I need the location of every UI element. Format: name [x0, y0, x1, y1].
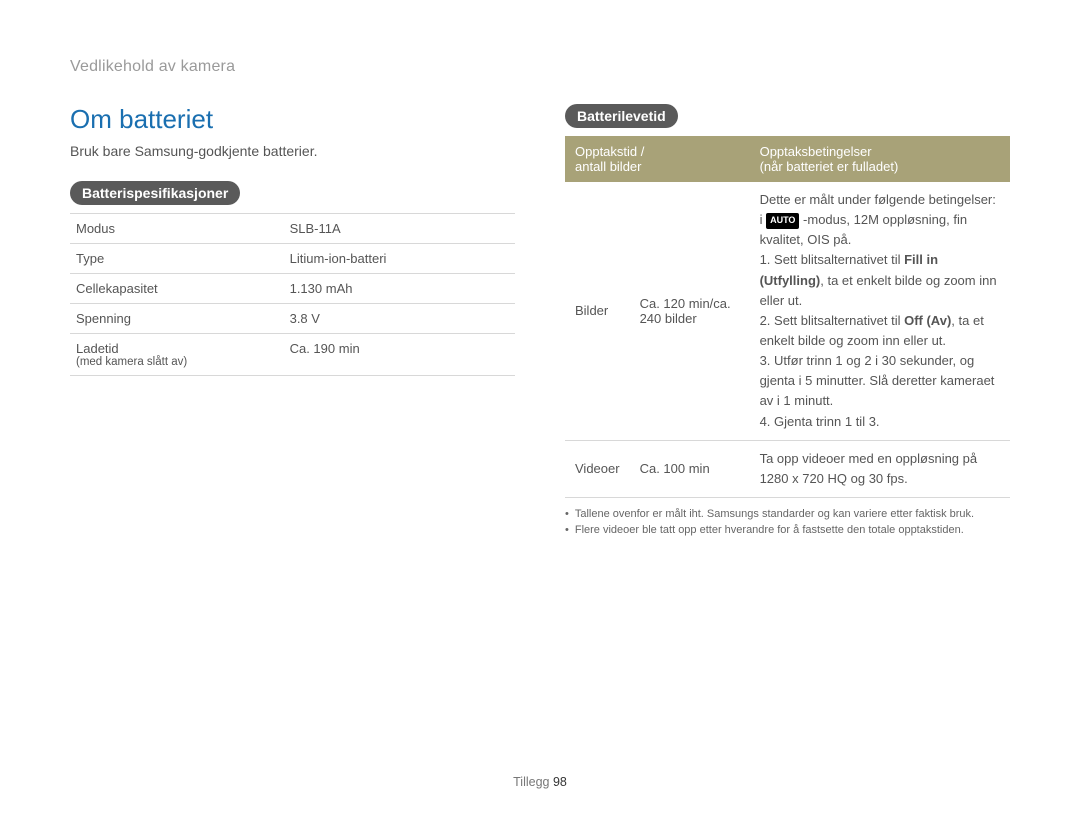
footnote: Flere videoer ble tatt opp etter hverand… [565, 522, 1010, 539]
header-line2: antall bilder [575, 159, 642, 174]
step4: 4. Gjenta trinn 1 til 3. [760, 414, 880, 429]
header-line1: Opptakstid / [575, 144, 644, 159]
battery-life-table: Opptakstid / antall bilder Opptaksbeting… [565, 136, 1010, 498]
page-footer: Tillegg 98 [0, 775, 1080, 789]
row-label: Videoer [565, 440, 630, 497]
step1-a: 1. Sett blitsalternativet til [760, 252, 905, 267]
step2-a: 2. Sett blitsalternativet til [760, 313, 905, 328]
header-line2: (når batteriet er fulladet) [760, 159, 899, 174]
spec-value: 1.130 mAh [284, 274, 515, 304]
table-row: Type Litium-ion-batteri [70, 244, 515, 274]
spec-value: Ca. 190 min [284, 334, 515, 376]
spec-value: Litium-ion-batteri [284, 244, 515, 274]
table-row: Cellekapasitet 1.130 mAh [70, 274, 515, 304]
life-heading-pill: Batterilevetid [565, 104, 678, 128]
table-row: Spenning 3.8 V [70, 304, 515, 334]
step3: 3. Utfør trinn 1 og 2 i 30 sekunder, og … [760, 353, 995, 408]
row-time: Ca. 100 min [630, 440, 750, 497]
page-number: 98 [553, 775, 567, 789]
footnotes: Tallene ovenfor er målt iht. Samsungs st… [565, 506, 1010, 539]
auto-mode-badge: AUTO [766, 213, 799, 229]
table-row: Ladetid (med kamera slått av) Ca. 190 mi… [70, 334, 515, 376]
content-columns: Om batteriet Bruk bare Samsung-godkjente… [70, 104, 1010, 539]
right-column: Batterilevetid Opptakstid / antall bilde… [565, 104, 1010, 539]
header-recording-time: Opptakstid / antall bilder [565, 136, 750, 182]
table-row: Modus SLB-11A [70, 214, 515, 244]
step2-bold: Off (Av) [904, 313, 951, 328]
page-title: Om batteriet [70, 104, 515, 135]
intro-text: Bruk bare Samsung-godkjente batterier. [70, 143, 515, 159]
spec-label-sub: (med kamera slått av) [76, 356, 278, 368]
footer-section: Tillegg [513, 775, 549, 789]
spec-label: Cellekapasitet [70, 274, 284, 304]
breadcrumb: Vedlikehold av kamera [70, 58, 1010, 76]
footnote: Tallene ovenfor er målt iht. Samsungs st… [565, 506, 1010, 523]
row-label: Bilder [565, 182, 630, 440]
row-conditions: Ta opp videoer med en oppløsning på 1280… [750, 440, 1010, 497]
specs-table: Modus SLB-11A Type Litium-ion-batteri Ce… [70, 213, 515, 376]
table-header-row: Opptakstid / antall bilder Opptaksbeting… [565, 136, 1010, 182]
left-column: Om batteriet Bruk bare Samsung-godkjente… [70, 104, 515, 539]
spec-value: 3.8 V [284, 304, 515, 334]
spec-label: Ladetid (med kamera slått av) [70, 334, 284, 376]
row-time: Ca. 120 min/ca. 240 bilder [630, 182, 750, 440]
spec-value: SLB-11A [284, 214, 515, 244]
table-row: Bilder Ca. 120 min/ca. 240 bilder Dette … [565, 182, 1010, 440]
table-row: Videoer Ca. 100 min Ta opp videoer med e… [565, 440, 1010, 497]
spec-label: Spenning [70, 304, 284, 334]
header-line1: Opptaksbetingelser [760, 144, 872, 159]
header-conditions: Opptaksbetingelser (når batteriet er ful… [750, 136, 1010, 182]
specs-heading-pill: Batterispesifikasjoner [70, 181, 240, 205]
spec-label: Type [70, 244, 284, 274]
spec-label: Modus [70, 214, 284, 244]
spec-label-main: Ladetid [76, 341, 119, 356]
row-conditions: Dette er målt under følgende betingelser… [750, 182, 1010, 440]
